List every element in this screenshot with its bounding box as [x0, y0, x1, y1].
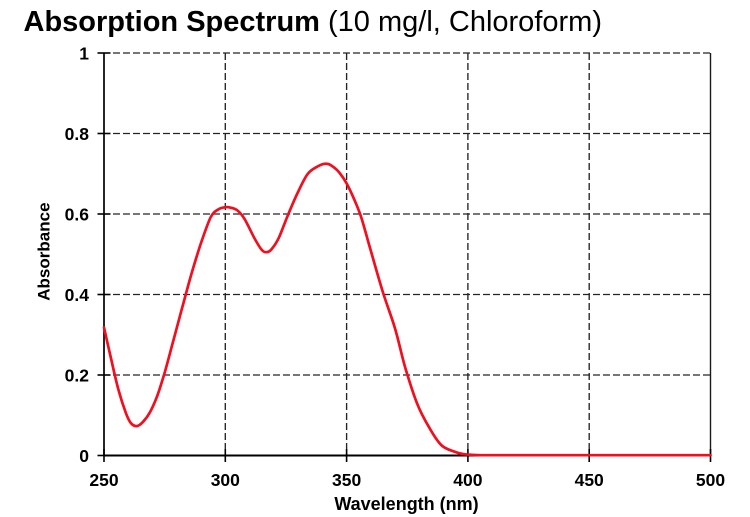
svg-text:Wavelength (nm): Wavelength (nm) [334, 494, 478, 514]
svg-text:450: 450 [575, 470, 604, 490]
svg-text:0.6: 0.6 [65, 205, 90, 225]
svg-text:400: 400 [453, 470, 482, 490]
svg-text:1: 1 [79, 44, 89, 64]
svg-text:300: 300 [211, 470, 240, 490]
svg-text:Absorption Spectrum (10 mg/l,: Absorption Spectrum (10 mg/l, Chloroform… [24, 6, 602, 38]
svg-text:0.2: 0.2 [65, 366, 90, 386]
svg-text:0.4: 0.4 [65, 285, 90, 305]
svg-text:350: 350 [332, 470, 361, 490]
svg-text:250: 250 [89, 470, 118, 490]
svg-text:500: 500 [696, 470, 725, 490]
svg-text:0.8: 0.8 [65, 124, 90, 144]
svg-text:Absorbance: Absorbance [34, 202, 53, 300]
svg-text:0: 0 [79, 446, 89, 466]
